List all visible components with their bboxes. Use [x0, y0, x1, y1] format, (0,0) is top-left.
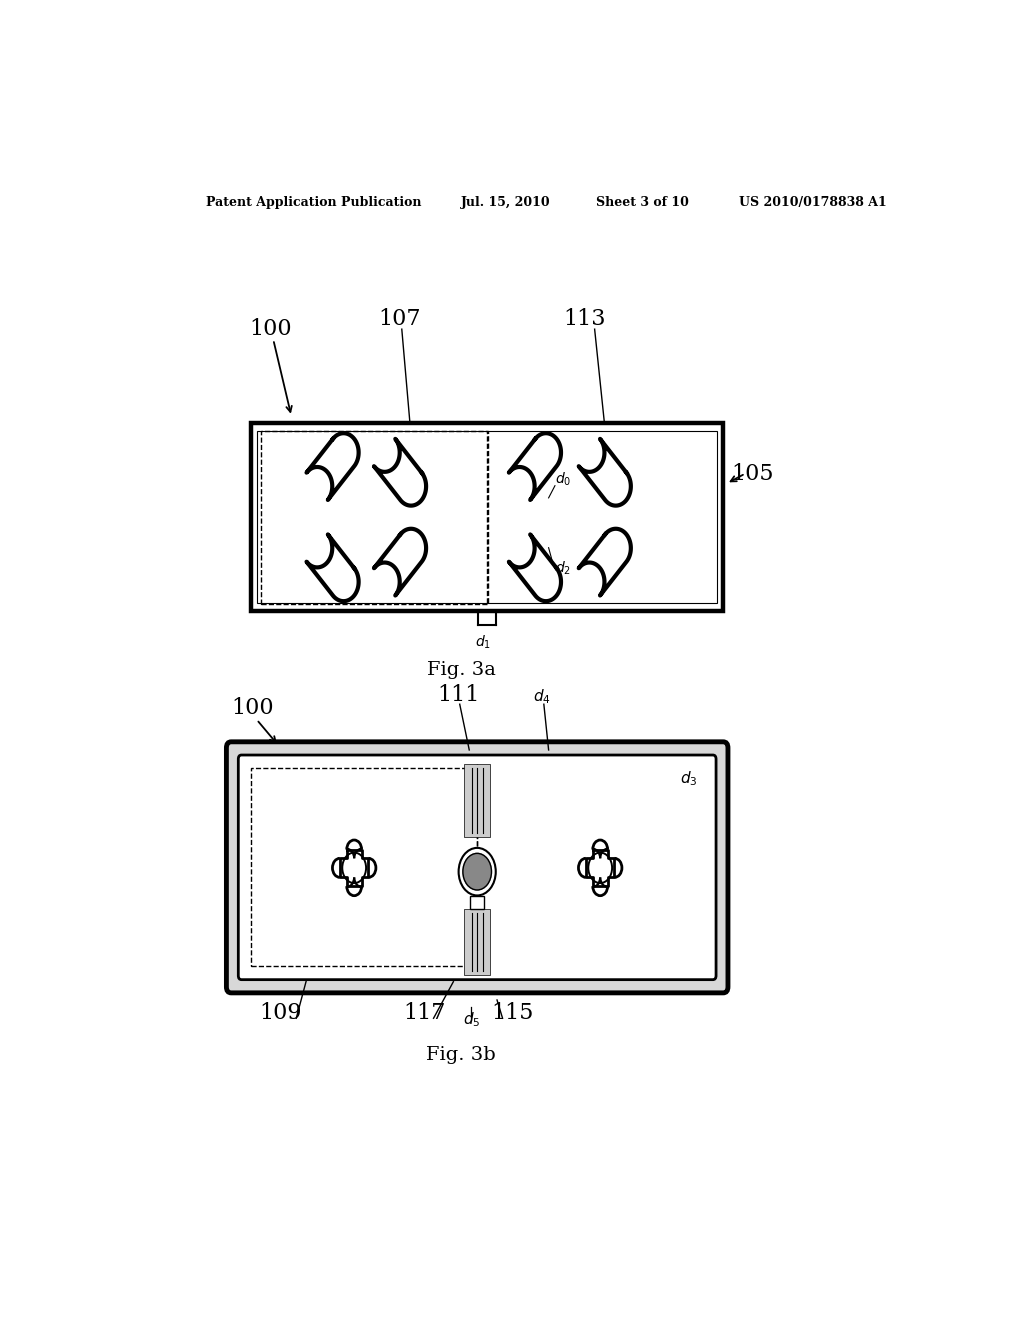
Text: $d_4$: $d_4$ — [532, 688, 551, 706]
Text: 109: 109 — [259, 1002, 301, 1024]
Circle shape — [463, 853, 492, 890]
Text: 117: 117 — [403, 1002, 445, 1024]
Bar — [257, 430, 717, 602]
Text: Sheet 3 of 10: Sheet 3 of 10 — [596, 195, 689, 209]
Text: Jul. 15, 2010: Jul. 15, 2010 — [461, 195, 551, 209]
Polygon shape — [340, 850, 369, 886]
Text: Patent Application Publication: Patent Application Publication — [206, 195, 421, 209]
Text: $d_1$: $d_1$ — [475, 634, 490, 651]
Text: 113: 113 — [563, 308, 605, 330]
Bar — [261, 430, 487, 603]
Bar — [251, 422, 723, 611]
Text: $d_5$: $d_5$ — [463, 1010, 480, 1030]
Polygon shape — [586, 850, 614, 886]
Text: Fig. 3b: Fig. 3b — [426, 1045, 497, 1064]
Polygon shape — [509, 433, 561, 500]
Bar — [465, 908, 489, 974]
Polygon shape — [306, 535, 358, 601]
Text: US 2010/0178838 A1: US 2010/0178838 A1 — [739, 195, 887, 209]
Circle shape — [459, 847, 496, 895]
Text: 100: 100 — [250, 318, 292, 341]
FancyBboxPatch shape — [239, 755, 716, 979]
Polygon shape — [306, 433, 358, 500]
Bar — [470, 896, 484, 908]
Text: 105: 105 — [731, 462, 774, 484]
Polygon shape — [374, 438, 426, 506]
Text: 111: 111 — [437, 684, 480, 706]
Text: 100: 100 — [231, 697, 273, 719]
Text: Fig. 3a: Fig. 3a — [427, 660, 496, 678]
Text: $d_0$: $d_0$ — [555, 471, 571, 488]
Text: $d_2$: $d_2$ — [555, 560, 571, 577]
Polygon shape — [579, 529, 631, 595]
Bar — [465, 764, 489, 837]
Polygon shape — [509, 535, 561, 601]
Polygon shape — [374, 529, 426, 595]
Polygon shape — [579, 438, 631, 506]
Text: $d_3$: $d_3$ — [680, 770, 697, 788]
Text: 107: 107 — [378, 308, 421, 330]
Text: 115: 115 — [492, 1002, 534, 1024]
Bar — [251, 768, 477, 966]
FancyBboxPatch shape — [226, 742, 728, 993]
